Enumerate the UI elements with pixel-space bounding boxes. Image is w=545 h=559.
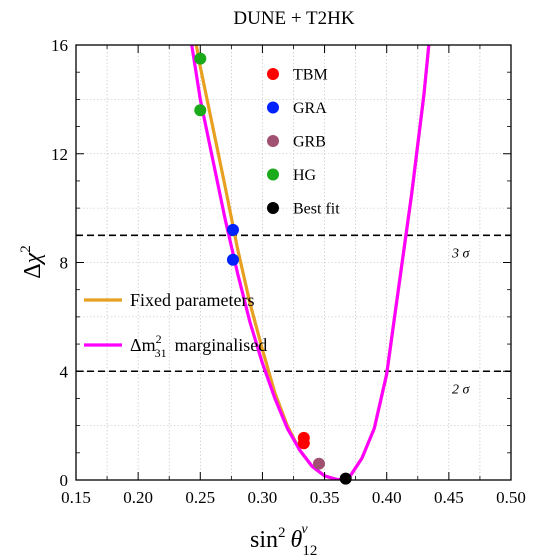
data-point-gra [226,253,239,266]
data-point-gra [226,223,239,236]
x-tick-label: 0.45 [434,488,464,507]
grid [76,45,511,480]
y-tick-label: 12 [51,145,68,164]
reference-lines: 3 σ 2 σ [76,234,511,397]
legend-marker-tbm [267,68,279,80]
y-axis-label: Δχ2 [18,245,46,279]
legend-marker-best-fit [267,202,279,214]
legend-label-gra: GRA [293,100,327,117]
legend-label-best-fit: Best fit [293,201,340,218]
data-point-hg [194,52,207,65]
y-tick-label: 8 [60,254,69,273]
x-tick-label: 0.50 [496,488,526,507]
legend-marker-grb [267,135,279,147]
y-tick-label: 16 [51,36,68,55]
x-tick-label: 0.20 [123,488,153,507]
data-point-best-fit [339,472,352,485]
chart-title: DUNE + T2HK [233,8,354,29]
x-tick-label: 0.40 [372,488,402,507]
y-tick-label: 4 [60,362,69,381]
reference-line-label: 2 σ [452,382,471,397]
legend-label-hg: HG [293,167,317,184]
legend-marker-gra [267,101,279,114]
x-tick-label: 0.25 [185,488,215,507]
data-point-tbm [297,437,310,450]
point-legend: TBM GRA GRB HG Best fit [267,67,340,218]
legend-label-fixed-parameters: Fixed parameters [130,290,254,310]
data-point-hg [194,104,207,117]
line-legend: Fixed parameters Δm2 31 marginalised [84,290,267,360]
legend-label-grb: GRB [293,134,326,151]
x-tick-label: 0.35 [310,488,340,507]
legend-label-tbm: TBM [293,67,328,84]
y-tick-label: 0 [60,471,69,490]
x-axis-label: sin2 θ12ν [250,522,317,559]
ticks: 0.15 0.20 0.25 0.30 0.35 0.40 0.45 0.50 0 4 8 12 16 [51,36,526,507]
legend-marker-hg [267,168,279,181]
series-line [190,45,431,480]
x-tick-label: 0.30 [248,488,278,507]
x-tick-label: 0.15 [61,488,91,507]
reference-line-label: 3 σ [451,246,471,261]
marker-points [194,52,352,485]
data-point-grb [312,457,325,470]
legend-label-marginalised: Δm2 31 marginalised [130,332,267,360]
series-lines [190,45,431,480]
